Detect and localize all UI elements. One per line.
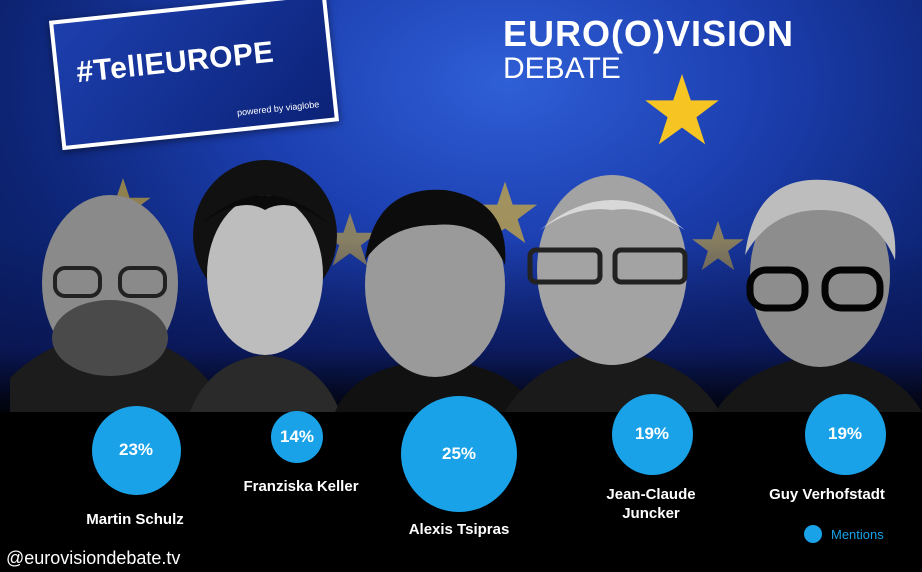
portrait-martin-schulz — [10, 195, 210, 412]
powered-by-text: powered by viaglobe — [236, 99, 320, 118]
mentions-bubble: 25% — [401, 396, 517, 512]
candidate-name-label: Guy Verhofstadt — [769, 486, 885, 503]
bubble-value-label: 19% — [827, 424, 863, 443]
mentions-bubble: 19% — [611, 393, 693, 475]
legend-label: Mentions — [831, 526, 884, 542]
candidate-name-label: Alexis Tsipras — [408, 521, 510, 538]
bubble-value-label: 14% — [279, 427, 315, 446]
candidate-name-line: Juncker — [622, 505, 680, 522]
hashtag-text: #TellEUROPE — [74, 35, 276, 90]
candidate-name-label: Martin Schulz — [86, 511, 184, 528]
chart-legend: Mentions — [804, 525, 884, 543]
eurovision-debate-logo: EURO(O)VISION DEBATE — [503, 14, 794, 84]
eu-star-icon — [645, 74, 719, 145]
mentions-bubble: 19% — [804, 393, 886, 475]
candidate-name-line: Jean-Claude — [606, 486, 696, 503]
bubble-value-label: 19% — [634, 424, 670, 443]
eu-star-icon — [472, 181, 538, 244]
legend-swatch — [804, 525, 822, 543]
portrait-guy-verhofstadt — [715, 179, 922, 412]
mentions-bubble: 23% — [91, 405, 181, 495]
logo-subtitle: DEBATE — [503, 52, 621, 85]
portrait-alexis-tsipras — [335, 189, 535, 412]
eu-star-icon — [322, 213, 378, 266]
logo-title: EURO(O)VISION — [503, 13, 795, 54]
hashtag-card: #TellEUROPE powered by viaglobe — [48, 0, 340, 151]
candidate-name-label: Franziska Keller — [243, 478, 359, 495]
bubble-value-label: 25% — [441, 444, 477, 463]
footer-handle: @eurovisiondebate.tv — [6, 548, 181, 568]
bubble-value-label: 23% — [118, 440, 154, 459]
candidate-name-label: Jean-Claude Juncker — [590, 485, 712, 523]
hero-banner: #TellEUROPE powered by viaglobe EURO(O)V… — [0, 0, 922, 412]
portrait-jean-claude-juncker — [505, 175, 720, 412]
mentions-bubble: 14% — [271, 411, 323, 463]
portrait-franziska-keller — [190, 160, 340, 412]
